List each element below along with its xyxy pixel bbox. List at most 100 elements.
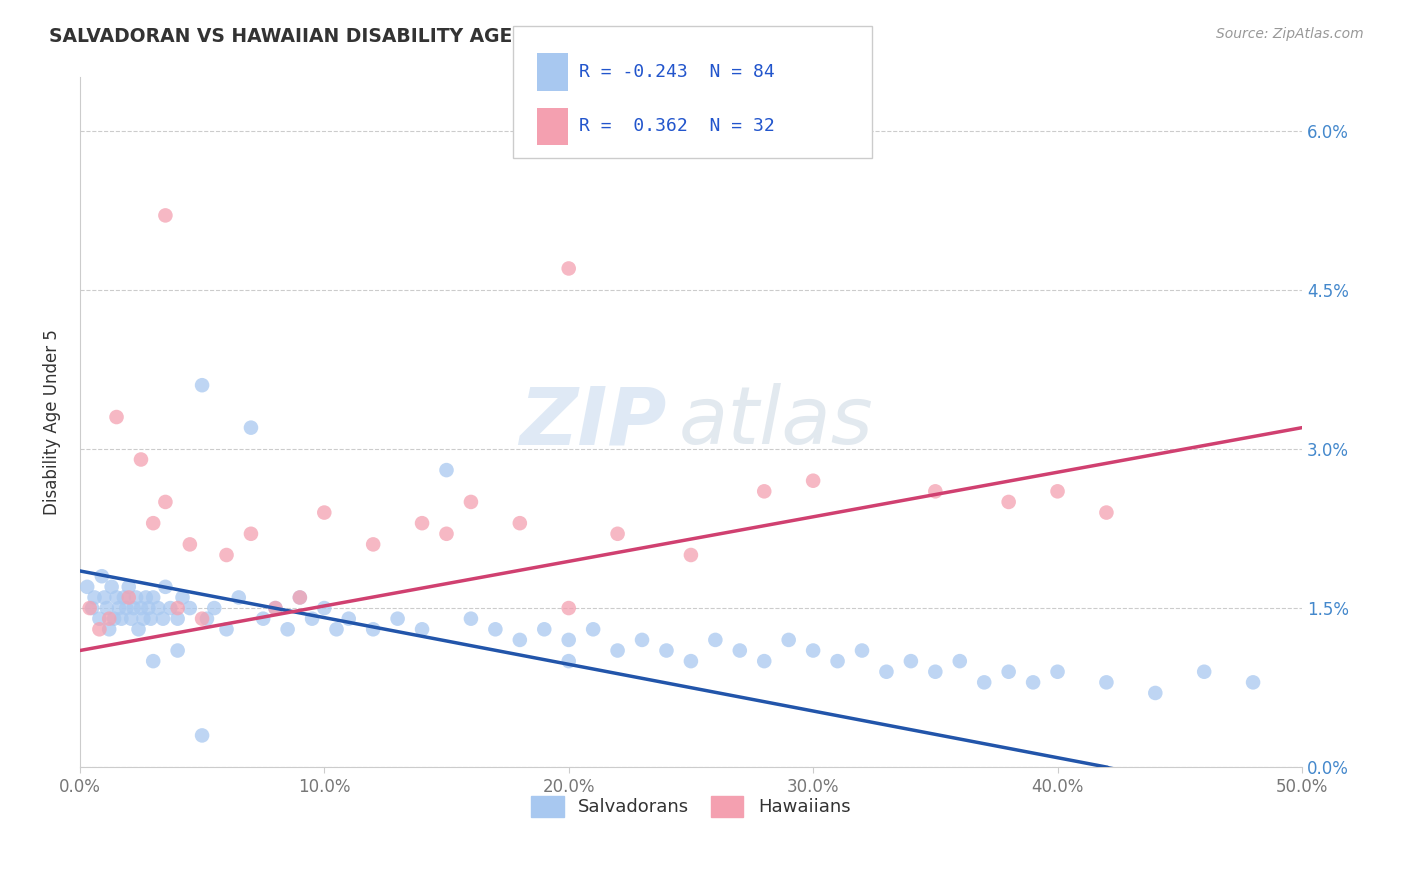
Point xyxy=(484,622,506,636)
Point xyxy=(900,654,922,668)
Point xyxy=(202,601,225,615)
Point xyxy=(93,591,115,605)
Point xyxy=(1046,665,1069,679)
Point xyxy=(361,537,384,551)
Point xyxy=(1095,675,1118,690)
Point xyxy=(314,601,336,615)
Text: ZIP: ZIP xyxy=(519,384,666,461)
Point xyxy=(128,622,150,636)
Point xyxy=(129,601,152,615)
Point xyxy=(155,208,177,222)
Point xyxy=(166,643,188,657)
Point xyxy=(146,601,169,615)
Point xyxy=(228,591,250,605)
Point xyxy=(1192,665,1215,679)
Point xyxy=(778,632,800,647)
Point xyxy=(129,452,152,467)
Point xyxy=(159,601,181,615)
Point xyxy=(155,495,177,509)
Point xyxy=(239,526,262,541)
Point xyxy=(108,601,131,615)
Point xyxy=(997,495,1019,509)
Point xyxy=(1046,484,1069,499)
Point xyxy=(105,591,128,605)
Point xyxy=(436,526,458,541)
Point xyxy=(557,601,579,615)
Point xyxy=(949,654,972,668)
Point xyxy=(679,654,702,668)
Point xyxy=(215,622,238,636)
Point xyxy=(179,601,201,615)
Point xyxy=(557,261,579,276)
Point xyxy=(96,601,118,615)
Point xyxy=(172,591,194,605)
Point xyxy=(337,612,360,626)
Point xyxy=(288,591,311,605)
Point xyxy=(387,612,409,626)
Point xyxy=(264,601,287,615)
Point xyxy=(679,548,702,562)
Point xyxy=(436,463,458,477)
Text: atlas: atlas xyxy=(679,384,873,461)
Text: R =  0.362  N = 32: R = 0.362 N = 32 xyxy=(579,118,775,136)
Point xyxy=(136,601,159,615)
Point xyxy=(120,612,142,626)
Point xyxy=(973,675,995,690)
Point xyxy=(875,665,897,679)
Point xyxy=(460,495,482,509)
Point xyxy=(166,601,188,615)
Point xyxy=(142,654,165,668)
Point xyxy=(314,506,336,520)
Point xyxy=(728,643,751,657)
Point xyxy=(924,484,946,499)
Point xyxy=(655,643,678,657)
Text: SALVADORAN VS HAWAIIAN DISABILITY AGE UNDER 5 CORRELATION CHART: SALVADORAN VS HAWAIIAN DISABILITY AGE UN… xyxy=(49,27,844,45)
Point xyxy=(135,591,157,605)
Point xyxy=(533,622,555,636)
Point xyxy=(325,622,347,636)
Point xyxy=(704,632,727,647)
Point xyxy=(801,474,824,488)
Point xyxy=(827,654,849,668)
Point xyxy=(191,378,214,392)
Point xyxy=(582,622,605,636)
Point xyxy=(115,601,138,615)
Point xyxy=(1144,686,1167,700)
Point xyxy=(166,612,188,626)
Text: R = -0.243  N = 84: R = -0.243 N = 84 xyxy=(579,63,775,81)
Point xyxy=(110,612,132,626)
Point xyxy=(557,632,579,647)
Point xyxy=(411,516,433,531)
Point xyxy=(191,612,214,626)
Point xyxy=(252,612,274,626)
Point xyxy=(264,601,287,615)
Point xyxy=(191,728,214,742)
Point xyxy=(89,622,111,636)
Text: Source: ZipAtlas.com: Source: ZipAtlas.com xyxy=(1216,27,1364,41)
Point xyxy=(215,548,238,562)
Point xyxy=(79,601,101,615)
Point xyxy=(155,580,177,594)
Point xyxy=(1022,675,1045,690)
Point xyxy=(557,654,579,668)
Point xyxy=(100,580,122,594)
Point xyxy=(90,569,112,583)
Point xyxy=(924,665,946,679)
Point xyxy=(103,612,125,626)
Point xyxy=(288,591,311,605)
Point xyxy=(1241,675,1264,690)
Y-axis label: Disability Age Under 5: Disability Age Under 5 xyxy=(44,329,60,516)
Point xyxy=(851,643,873,657)
Point xyxy=(98,612,121,626)
Point xyxy=(118,580,141,594)
Point xyxy=(105,410,128,425)
Point xyxy=(132,612,155,626)
Point xyxy=(631,632,654,647)
Point xyxy=(152,612,174,626)
Point xyxy=(754,654,776,668)
Point xyxy=(411,622,433,636)
Point xyxy=(606,526,628,541)
Point xyxy=(142,591,165,605)
Point xyxy=(112,591,135,605)
Point xyxy=(509,632,531,647)
